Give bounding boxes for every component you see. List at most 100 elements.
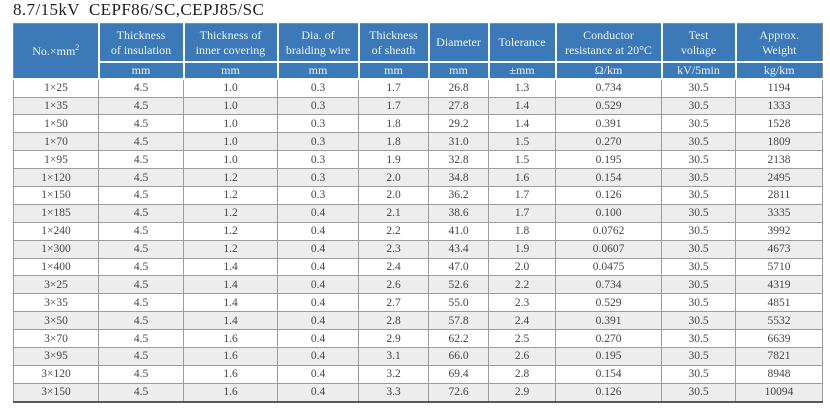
table-cell: 1809 <box>735 132 823 152</box>
table-cell: 30.5 <box>661 185 736 205</box>
table-cell: 0.0475 <box>555 257 662 277</box>
table-row: 3×50 4.5 1.4 0.4 2.8 57.8 2.4 0.391 30.5 5532 <box>13 311 823 331</box>
table-cell: 0.3 <box>277 150 359 170</box>
table-cell: 2.6 <box>488 346 556 366</box>
unit-tolerance: ±mm <box>487 61 557 80</box>
table-cell: 1.3 <box>488 78 556 98</box>
table-cell: 30.5 <box>661 114 736 134</box>
cable-spec-table: No.×mm2 Thickness of insulation Thicknes… <box>13 23 823 403</box>
table-cell: 0.4 <box>277 203 359 223</box>
row-label-size: 3×120 <box>13 364 99 384</box>
table-cell: 0.529 <box>555 96 662 116</box>
table-cell: 4.5 <box>98 293 184 313</box>
table-cell: 1194 <box>735 78 823 98</box>
table-cell: 1.6 <box>183 382 278 403</box>
table-header: No.×mm2 Thickness of insulation Thicknes… <box>13 23 823 80</box>
table-cell: 4319 <box>735 275 823 295</box>
table-cell: 2.9 <box>488 382 556 403</box>
table-cell: 0.3 <box>277 114 359 134</box>
table-cell: 3.1 <box>358 346 429 366</box>
col-header-size-sup: 2 <box>75 43 80 52</box>
table-cell: 0.126 <box>555 382 662 403</box>
row-label-size: 1×400 <box>13 257 99 277</box>
table-cell: 30.5 <box>661 275 736 295</box>
table-cell: 30.5 <box>661 257 736 277</box>
table-cell: 1.2 <box>183 239 278 259</box>
table-cell: 1.9 <box>358 150 429 170</box>
table-cell: 0.4 <box>277 221 359 241</box>
unit-sheath: mm <box>357 61 430 80</box>
table-cell: 0.154 <box>555 364 662 384</box>
row-label-size: 3×150 <box>13 382 99 403</box>
row-label-size: 3×50 <box>13 311 99 331</box>
table-cell: 2.6 <box>358 275 429 295</box>
table-cell: 30.5 <box>661 78 736 98</box>
table-cell: 30.5 <box>661 239 736 259</box>
table-cell: 0.3 <box>277 96 359 116</box>
table-cell: 31.0 <box>428 132 489 152</box>
row-label-size: 1×35 <box>13 96 99 116</box>
table-cell: 1.5 <box>488 150 556 170</box>
table-cell: 55.0 <box>428 293 489 313</box>
table-cell: 1.7 <box>488 203 556 223</box>
table-cell: 0.195 <box>555 346 662 366</box>
table-cell: 4.5 <box>98 329 184 348</box>
table-cell: 4.5 <box>98 257 184 277</box>
table-cell: 0.4 <box>277 382 359 403</box>
row-label-size: 1×150 <box>13 185 99 205</box>
table-cell: 1.0 <box>183 114 278 134</box>
table-cell: 30.5 <box>661 96 736 116</box>
table-cell: 2.4 <box>358 257 429 277</box>
col-header-approx-weight: Approx. Weight <box>734 23 823 63</box>
table-row: 3×25 4.5 1.4 0.4 2.6 52.6 2.2 0.734 30.5 4319 <box>13 275 823 295</box>
table-cell: 0.391 <box>555 311 662 331</box>
table-cell: 1528 <box>735 114 823 134</box>
col-header-size: No.×mm2 <box>13 23 100 80</box>
table-cell: 30.5 <box>661 221 736 241</box>
table-cell: 2.4 <box>488 311 556 331</box>
table-cell: 4851 <box>735 293 823 313</box>
table-row: 3×150 4.5 1.6 0.4 3.3 72.6 2.9 0.126 30.5 10094 <box>13 382 823 403</box>
col-header-size-label: No.×mm <box>32 44 76 58</box>
row-label-size: 1×25 <box>13 78 99 98</box>
table-cell: 0.4 <box>277 329 359 348</box>
row-label-size: 3×35 <box>13 293 99 313</box>
table-cell: 1.0 <box>183 132 278 152</box>
table-cell: 0.4 <box>277 311 359 331</box>
table-cell: 1.0 <box>183 96 278 116</box>
col-header-braiding-wire-dia: Dia. of braiding wire <box>276 23 360 63</box>
table-row: 3×95 4.5 1.6 0.4 3.1 66.0 2.6 0.195 30.5 7821 <box>13 346 823 366</box>
col-header-test-voltage: Test voltage <box>660 23 737 63</box>
table-cell: 3.3 <box>358 382 429 403</box>
table-cell: 30.5 <box>661 150 736 170</box>
unit-diameter: mm <box>427 61 490 80</box>
table-cell: 0.3 <box>277 132 359 152</box>
table-cell: 0.154 <box>555 168 662 187</box>
page-title: 8.7/15kV CEPF86/SC,CEPJ85/SC <box>13 0 265 19</box>
col-header-conductor-resistance: Conductor resistance at 20°C <box>554 23 663 63</box>
table-cell: 1.7 <box>358 96 429 116</box>
table-cell: 0.4 <box>277 239 359 259</box>
table-cell: 4.5 <box>98 364 184 384</box>
table-cell: 4.5 <box>98 346 184 366</box>
row-label-size: 3×95 <box>13 346 99 366</box>
table-cell: 4.5 <box>98 132 184 152</box>
table-cell: 0.3 <box>277 168 359 187</box>
table-cell: 72.6 <box>428 382 489 403</box>
table-row: 1×240 4.5 1.2 0.4 2.2 41.0 1.8 0.0762 30.5 3992 <box>13 221 823 241</box>
table-cell: 1.2 <box>183 221 278 241</box>
unit-inner-covering: mm <box>182 61 279 80</box>
table-cell: 5532 <box>735 311 823 331</box>
table-cell: 0.0762 <box>555 221 662 241</box>
table-cell: 1.4 <box>488 96 556 116</box>
table-cell: 2.0 <box>358 168 429 187</box>
table-cell: 4.5 <box>98 221 184 241</box>
table-cell: 1.8 <box>488 221 556 241</box>
table-cell: 3335 <box>735 203 823 223</box>
table-cell: 2138 <box>735 150 823 170</box>
table-cell: 1.4 <box>183 257 278 277</box>
table-cell: 38.6 <box>428 203 489 223</box>
table-row: 3×120 4.5 1.6 0.4 3.2 69.4 2.8 0.154 30.5 8948 <box>13 364 823 384</box>
table-cell: 0.529 <box>555 293 662 313</box>
col-header-inner-covering-thickness: Thickness of inner covering <box>182 23 279 63</box>
